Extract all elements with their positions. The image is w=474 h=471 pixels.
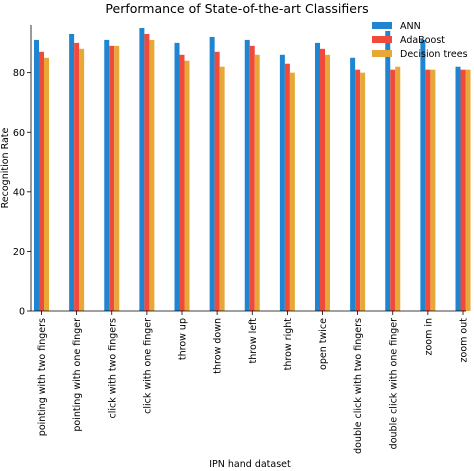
bar-adaboost-9 (355, 69, 361, 311)
bar-decision-trees-11 (430, 69, 436, 311)
bar-decision-trees-2 (114, 45, 120, 311)
bar-adaboost-1 (74, 42, 80, 312)
bar-ann-0 (34, 39, 39, 312)
bar-decision-trees-1 (79, 48, 85, 311)
x-tick-label: double click with two fingers (353, 318, 364, 454)
bar-decision-trees-6 (254, 54, 260, 311)
bar-adaboost-11 (425, 69, 431, 311)
bar-adaboost-5 (214, 51, 220, 312)
x-tick-label: throw right (283, 318, 294, 371)
x-tick-label: pointing with one finger (72, 318, 83, 432)
bars-group (34, 27, 471, 312)
bar-ann-4 (174, 42, 180, 312)
x-tick-label: throw up (178, 318, 189, 360)
bar-ann-8 (315, 42, 320, 312)
bar-decision-trees-7 (289, 72, 295, 311)
bar-adaboost-12 (460, 69, 466, 311)
bar-ann-6 (244, 39, 250, 312)
legend-swatch-adaboost (372, 36, 392, 43)
bar-decision-trees-0 (44, 57, 49, 311)
x-tick-label: throw left (248, 318, 259, 364)
y-tick-label: 60 (13, 128, 25, 139)
bar-decision-trees-12 (465, 69, 471, 311)
bar-decision-trees-10 (395, 66, 401, 312)
bar-ann-3 (139, 27, 145, 311)
bar-adaboost-6 (249, 45, 255, 311)
bar-decision-trees-4 (184, 60, 190, 311)
bar-ann-5 (209, 36, 215, 312)
bar-ann-11 (420, 39, 426, 312)
x-tick-label: zoom in (423, 318, 434, 356)
bar-ann-9 (350, 57, 356, 311)
x-tick-label: open twice (318, 318, 329, 370)
bar-ann-7 (279, 54, 285, 311)
legend-label-adaboost: AdaBoost (400, 35, 445, 46)
bar-adaboost-3 (144, 33, 150, 311)
x-tick-label: throw down (213, 318, 224, 374)
bar-adaboost-7 (284, 63, 290, 312)
legend-label-decision-trees: Decision trees (400, 49, 468, 60)
bar-adaboost-8 (320, 48, 325, 311)
y-axis-label: Recognition Rate (0, 127, 11, 208)
bar-ann-1 (69, 33, 75, 311)
bar-decision-trees-8 (325, 54, 330, 311)
x-tick-label: zoom out (459, 318, 470, 363)
legend: ANN AdaBoost Decision trees (372, 21, 468, 60)
x-tick-label: click with one finger (142, 318, 153, 414)
x-ticks-group: pointing with two fingers pointing with o… (37, 311, 470, 454)
bar-ann-2 (104, 39, 110, 312)
bar-ann-12 (455, 66, 461, 312)
x-tick-label: pointing with two fingers (37, 318, 48, 436)
bar-adaboost-4 (179, 54, 185, 311)
legend-label-ann: ANN (400, 21, 421, 32)
bar-ann-10 (385, 30, 391, 312)
y-tick-label: 20 (13, 247, 25, 258)
bar-decision-trees-3 (149, 39, 155, 312)
y-tick-label: 40 (13, 187, 25, 198)
bar-adaboost-0 (39, 51, 44, 312)
bar-adaboost-2 (109, 45, 115, 311)
y-tick-label: 0 (19, 307, 25, 318)
x-axis-label: IPN hand dataset (209, 459, 291, 470)
x-tick-label: double click with one finger (388, 318, 399, 449)
chart-title: Performance of State-of-the-art Classifi… (105, 1, 368, 16)
bar-adaboost-10 (390, 69, 396, 311)
bar-decision-trees-9 (360, 72, 366, 311)
x-tick-label: click with two fingers (107, 318, 118, 419)
bar-decision-trees-5 (219, 66, 225, 312)
y-tick-label: 80 (13, 68, 25, 79)
y-ticks-group: 0 20 40 60 80 (13, 68, 31, 318)
legend-swatch-ann (372, 22, 392, 29)
legend-swatch-decision-trees (372, 50, 392, 57)
